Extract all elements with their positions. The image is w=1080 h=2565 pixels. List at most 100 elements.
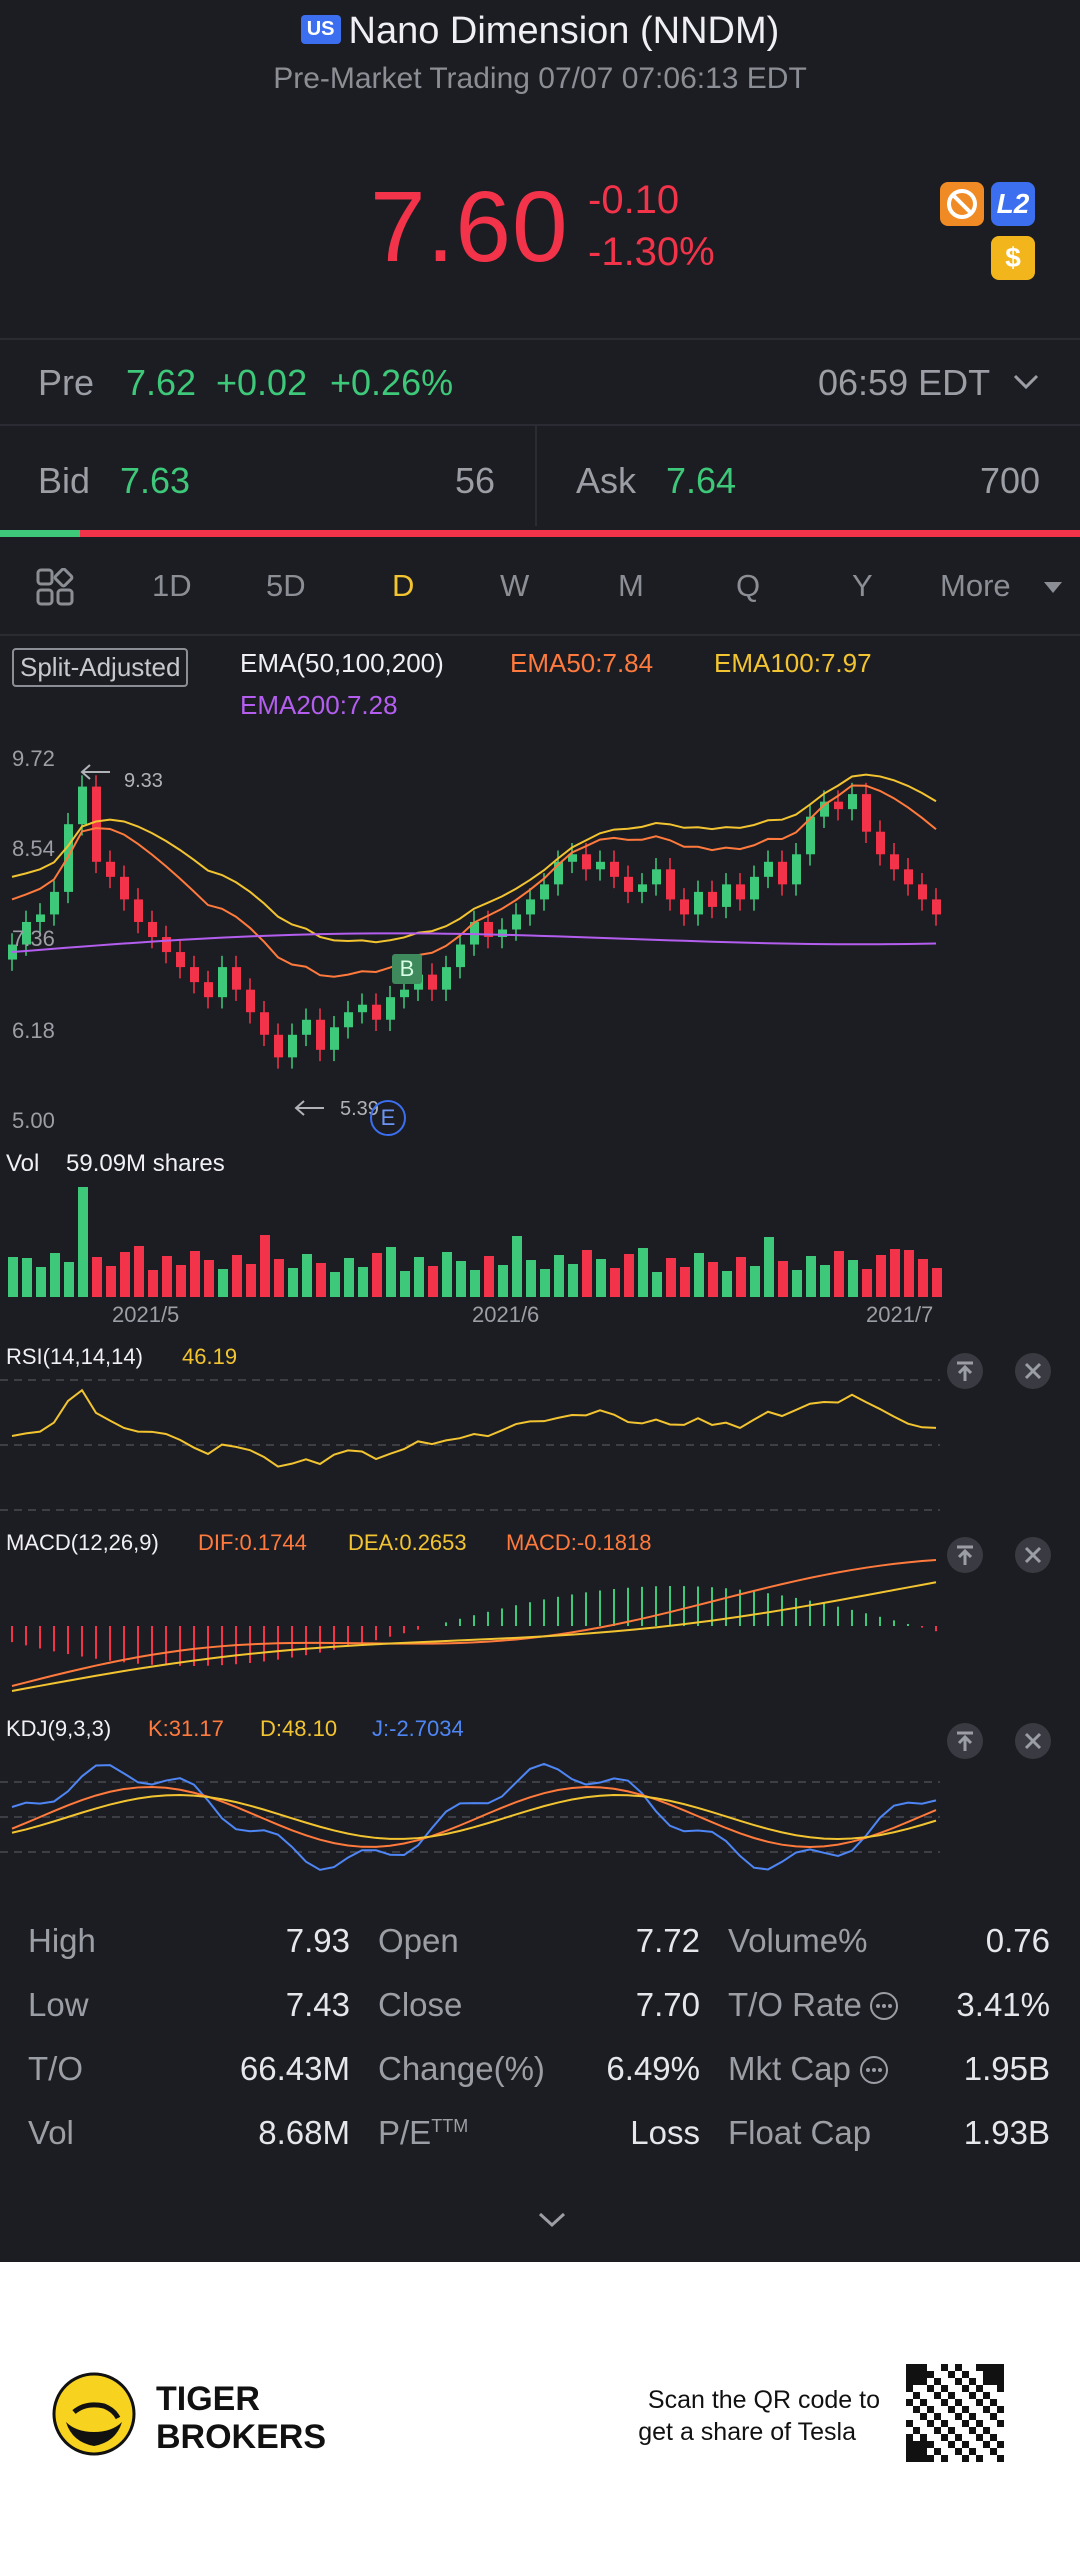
candle [176, 952, 185, 968]
dollar-icon[interactable]: $ [991, 236, 1035, 280]
tab-q[interactable]: Q [736, 568, 761, 603]
tab-y[interactable]: Y [852, 568, 873, 603]
stat-value: 7.43 [285, 1986, 350, 2023]
candle [78, 786, 87, 825]
candle [666, 869, 675, 900]
qr-module [983, 2427, 990, 2434]
candle [554, 861, 563, 885]
stat-value: 8.68M [258, 2114, 350, 2151]
ema50-value: EMA50:7.84 [510, 648, 654, 678]
candle [400, 989, 409, 998]
qr-module [913, 2441, 920, 2448]
tab-m[interactable]: M [618, 568, 644, 603]
rsi-chart[interactable] [0, 1370, 1080, 1520]
tab-more[interactable]: More [940, 568, 1011, 603]
qr-module [906, 2371, 913, 2378]
qr-module [927, 2385, 934, 2392]
buy-marker[interactable]: B [392, 954, 422, 984]
info-more-icon[interactable] [858, 2054, 890, 2086]
caret-down-icon[interactable] [1044, 582, 1062, 594]
pin-top-icon[interactable] [946, 1722, 984, 1760]
stat-label: Close [378, 1986, 463, 2023]
qr-module [920, 2434, 927, 2441]
close-icon[interactable] [1014, 1536, 1052, 1574]
kdj-j-line [11, 1762, 937, 1871]
qr-module [913, 2392, 920, 2399]
grid-layout-icon[interactable] [36, 568, 76, 608]
candle [50, 891, 59, 915]
candle [148, 921, 157, 938]
qr-module [976, 2385, 983, 2392]
macd-chart[interactable] [0, 1556, 1080, 1706]
info-more-icon[interactable] [868, 1990, 900, 2022]
level2-icon[interactable]: L2 [991, 182, 1035, 226]
volume-bar [750, 1266, 760, 1297]
pe-superscript: TTM [431, 2116, 469, 2136]
pin-top-icon[interactable] [946, 1352, 984, 1390]
kdj-j: J:-2.7034 [372, 1716, 464, 1741]
candle [722, 884, 731, 907]
volume-bar [904, 1250, 914, 1297]
volume-bar [554, 1255, 564, 1297]
qr-module [934, 2413, 941, 2420]
no-entry-icon[interactable] [940, 182, 984, 226]
qr-code [906, 2364, 1004, 2462]
qr-module [969, 2413, 976, 2420]
qr-module [906, 2434, 913, 2441]
volume-bar [792, 1270, 802, 1297]
qr-module [927, 2455, 934, 2462]
quote-header: US Nano Dimension (NNDM) Pre-Market Tradi… [0, 0, 1080, 338]
candle [22, 921, 31, 945]
volume-bar [442, 1252, 452, 1297]
tab-d[interactable]: D [392, 568, 415, 603]
candle [848, 794, 857, 810]
tab-1d[interactable]: 1D [152, 568, 192, 603]
volume-bar [92, 1257, 102, 1297]
qr-module [962, 2385, 969, 2392]
price-axis-tick: 7.36 [12, 926, 55, 951]
pin-top-icon[interactable] [946, 1536, 984, 1574]
expand-chevron-icon[interactable] [536, 2210, 568, 2230]
bid-price: 7.63 [120, 460, 191, 501]
candle [932, 899, 941, 915]
close-icon[interactable] [1014, 1722, 1052, 1760]
pre-time: 06:59 EDT [818, 362, 991, 403]
candle [876, 831, 885, 855]
candle [316, 1019, 325, 1050]
volume-bar [344, 1258, 354, 1297]
candle [372, 1004, 381, 1020]
market-badge: US [300, 15, 341, 44]
volume-bar [778, 1261, 788, 1297]
qr-module [997, 2371, 1004, 2378]
stat-value: 7.70 [635, 1986, 700, 2023]
pre-market-row[interactable]: Pre 7.62 +0.02 +0.26% 06:59 EDT [0, 340, 1080, 424]
volume-chart[interactable] [0, 1185, 1080, 1300]
divider [0, 634, 1080, 636]
qr-module [976, 2455, 983, 2462]
event-marker[interactable]: E [370, 1100, 406, 1136]
volume-bar [708, 1262, 718, 1297]
chevron-down-icon[interactable] [1012, 372, 1040, 392]
bid-size: 56 [455, 460, 496, 501]
tab-w[interactable]: W [500, 568, 530, 603]
qr-module [927, 2441, 934, 2448]
price-axis-tick: 6.18 [12, 1018, 55, 1043]
candle [204, 982, 213, 998]
qr-module [948, 2427, 955, 2434]
candlestick-chart[interactable] [0, 735, 1080, 1135]
qr-module [997, 2364, 1004, 2371]
bid-ratio-fill [0, 530, 80, 537]
pre-price: 7.62 [126, 362, 197, 403]
volume-bar [134, 1246, 144, 1297]
tab-5d[interactable]: 5D [266, 568, 306, 603]
qr-module [962, 2455, 969, 2462]
qr-module [906, 2455, 913, 2462]
candle [904, 869, 913, 885]
volume-bar [540, 1269, 550, 1297]
kdj-chart[interactable] [0, 1742, 1080, 1892]
candle [120, 876, 129, 900]
close-icon[interactable] [1014, 1352, 1052, 1390]
qr-module [941, 2420, 948, 2427]
split-adjusted-badge[interactable]: Split-Adjusted [12, 648, 189, 687]
qr-module [906, 2441, 913, 2448]
